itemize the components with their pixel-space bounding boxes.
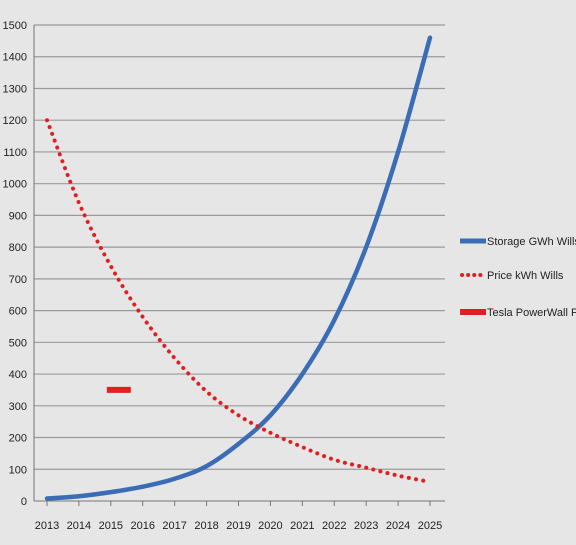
x-tick-label: 2020	[258, 520, 282, 532]
x-tick-label: 2016	[131, 520, 155, 532]
legend-label: Price kWh Wills	[487, 270, 564, 282]
data-point	[46, 498, 48, 500]
y-tick-label: 800	[9, 242, 27, 254]
x-tick-label: 2015	[99, 520, 123, 532]
data-point	[429, 37, 431, 39]
data-point	[126, 389, 128, 391]
series-line	[45, 118, 432, 484]
legend-item: Tesla PowerWall Price	[460, 307, 576, 319]
y-tick-label: 1400	[3, 52, 27, 64]
x-tick-label: 2018	[194, 520, 218, 532]
data-point	[397, 475, 399, 477]
data-point	[365, 246, 367, 248]
y-tick-label: 500	[9, 337, 27, 349]
x-tick-label: 2014	[67, 520, 91, 532]
data-point	[397, 151, 399, 153]
y-tick-label: 1000	[3, 179, 27, 191]
y-tick-label: 400	[9, 369, 27, 381]
data-point	[429, 481, 431, 483]
x-tick-label: 2022	[322, 520, 346, 532]
y-tick-label: 600	[9, 306, 27, 318]
data-point	[302, 446, 304, 448]
data-point	[174, 478, 176, 480]
x-tick-label: 2021	[290, 520, 314, 532]
y-tick-label: 300	[9, 401, 27, 413]
legend-item: Price kWh Wills	[460, 270, 564, 282]
x-tick-label: 2023	[354, 520, 378, 532]
data-point	[270, 432, 272, 434]
x-tick-label: 2013	[35, 520, 59, 532]
series-1	[44, 35, 433, 501]
data-point	[78, 495, 80, 497]
series-2	[45, 118, 432, 484]
data-point	[174, 357, 176, 359]
y-tick-label: 100	[9, 464, 27, 476]
y-tick-label: 700	[9, 274, 27, 286]
data-point	[238, 415, 240, 417]
series-line	[44, 35, 433, 501]
data-point	[206, 391, 208, 393]
data-point	[110, 265, 112, 267]
x-tick-label: 2024	[386, 520, 410, 532]
series-3	[106, 386, 131, 393]
data-point	[110, 389, 112, 391]
x-tick-label: 2019	[226, 520, 250, 532]
data-point	[78, 202, 80, 204]
y-tick-label: 900	[9, 210, 27, 222]
legend-label: Tesla PowerWall Price	[487, 307, 576, 319]
data-point	[206, 465, 208, 467]
y-tick-label: 1500	[3, 20, 27, 32]
y-tick-label: 1100	[3, 147, 27, 159]
data-point	[238, 443, 240, 445]
data-point	[46, 119, 48, 121]
y-tick-label: 200	[9, 433, 27, 445]
data-point	[302, 373, 304, 375]
legend: Storage GWh Wills Price kWh Wills Tesla Po…	[460, 236, 576, 319]
series-layer	[44, 35, 433, 501]
data-point	[142, 316, 144, 318]
y-tick-label: 1200	[3, 115, 27, 127]
x-tick-labels: 2013 2014 2015 2016 2017 2018 2019 2020 2021 2022…	[35, 520, 442, 532]
legend-item: Storage GWh Wills	[460, 236, 576, 248]
data-point	[333, 459, 335, 461]
axes	[33, 25, 445, 506]
data-point	[365, 467, 367, 469]
data-point	[270, 415, 272, 417]
y-tick-label: 1300	[3, 83, 27, 95]
y-tick-label: 0	[21, 496, 27, 508]
y-tick-labels: 0 100 200 300 400 500 600 700 800 900 1000 1100 1200…	[3, 20, 27, 508]
legend-label: Storage GWh Wills	[487, 236, 576, 248]
x-tick-label: 2017	[162, 520, 186, 532]
data-point	[110, 491, 112, 493]
data-point	[333, 319, 335, 321]
data-point	[142, 486, 144, 488]
x-tick-label: 2025	[418, 520, 442, 532]
